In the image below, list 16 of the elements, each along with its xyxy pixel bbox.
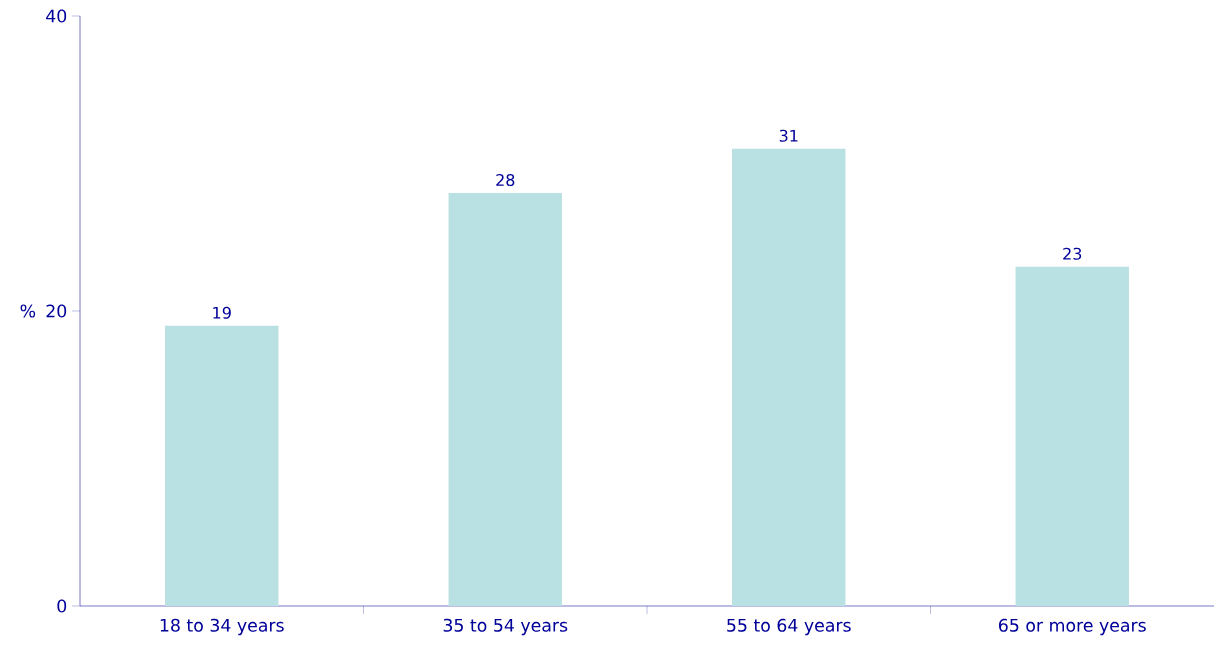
x-tick-label: 55 to 64 years — [727, 618, 851, 636]
x-tick-label: 35 to 54 years — [443, 618, 568, 636]
bar — [732, 148, 846, 606]
bar — [165, 325, 279, 606]
y-tick-label: 40 — [46, 9, 67, 23]
y-tick-label: 20 — [46, 304, 67, 318]
data-label: 19 — [213, 306, 231, 319]
x-tick-label: 65 or more years — [999, 618, 1146, 636]
y-axis-title: % — [20, 304, 36, 318]
data-label: 23 — [1063, 247, 1082, 260]
data-label: 31 — [779, 129, 798, 142]
x-tick-label: 18 to 34 years — [160, 618, 284, 636]
bar — [448, 192, 562, 606]
y-tick-label: 0 — [57, 599, 67, 613]
data-label: 28 — [496, 173, 515, 187]
bar — [1015, 266, 1129, 606]
